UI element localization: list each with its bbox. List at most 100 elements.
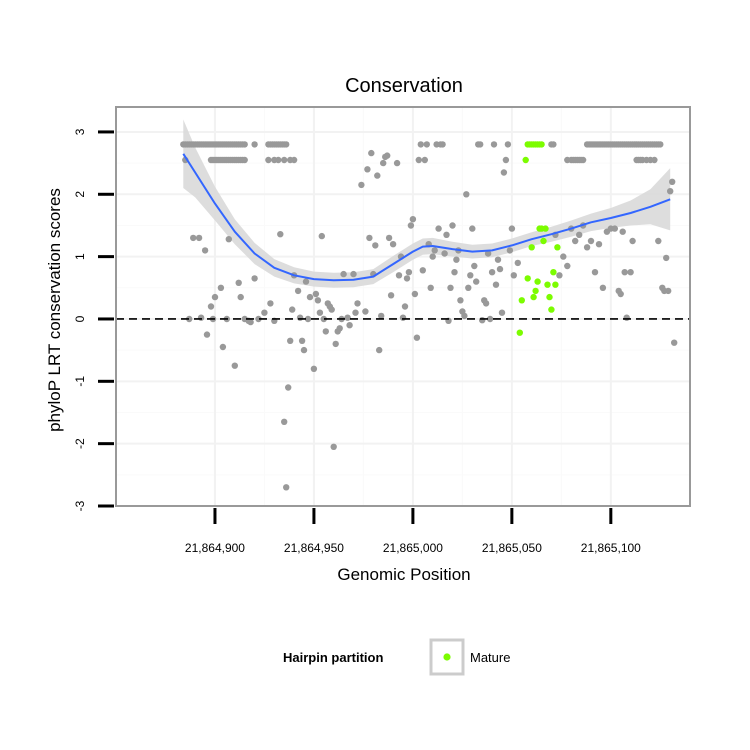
mature-point bbox=[528, 244, 535, 251]
hairpin-point bbox=[328, 306, 335, 313]
hairpin-point bbox=[296, 314, 304, 321]
hairpin-point bbox=[237, 293, 244, 301]
hairpin-point bbox=[366, 234, 373, 242]
hairpin-point bbox=[482, 300, 490, 307]
hairpin-point bbox=[320, 315, 327, 323]
hairpin-point bbox=[477, 141, 484, 148]
legend: Hairpin partition Mature bbox=[283, 638, 510, 676]
hairpin-point bbox=[225, 236, 232, 243]
y-axis-title: phyloP LRT conservation scores bbox=[45, 188, 64, 432]
x-axis: 21,864,900 21,864,950 21,865,000 21,865,050… bbox=[185, 508, 641, 555]
hairpin-point bbox=[344, 314, 351, 321]
hairpin-point bbox=[340, 270, 347, 278]
hairpin-point bbox=[564, 262, 571, 270]
hairpin-point bbox=[467, 272, 474, 279]
hairpin-point bbox=[453, 256, 460, 263]
hairpin-point bbox=[314, 297, 322, 304]
hairpin-point bbox=[385, 234, 393, 242]
hairpin-point bbox=[617, 290, 624, 298]
hairpin-point bbox=[488, 269, 496, 276]
mature-point bbox=[530, 293, 537, 301]
hairpin-point bbox=[251, 275, 258, 282]
hairpin-point bbox=[431, 247, 438, 254]
hairpin-point bbox=[285, 384, 292, 391]
hairpin-point bbox=[484, 250, 492, 257]
hairpin-point bbox=[407, 222, 415, 229]
hairpin-point bbox=[457, 297, 464, 304]
hairpin-point bbox=[443, 231, 450, 238]
hairpin-point bbox=[651, 156, 658, 164]
hairpin-point bbox=[415, 156, 422, 164]
hairpin-point bbox=[352, 309, 359, 316]
hairpin-point bbox=[283, 141, 290, 148]
mature-point bbox=[538, 141, 545, 148]
hairpin-point bbox=[231, 362, 238, 369]
x-tick-label: 21,865,100 bbox=[581, 541, 641, 555]
hairpin-point bbox=[502, 156, 510, 164]
hairpin-point bbox=[429, 253, 436, 260]
hairpin-point bbox=[316, 309, 324, 316]
mature-point bbox=[516, 329, 523, 336]
y-tick-label: -1 bbox=[73, 376, 87, 387]
hairpin-point bbox=[290, 156, 298, 164]
hairpin-point bbox=[389, 241, 397, 248]
series-mature bbox=[516, 141, 561, 336]
hairpin-point bbox=[378, 312, 385, 320]
hairpin-point bbox=[405, 269, 413, 276]
hairpin-point bbox=[283, 484, 290, 491]
hairpin-point bbox=[572, 237, 579, 245]
y-tick-label: 0 bbox=[73, 315, 87, 322]
hairpin-point bbox=[655, 237, 662, 245]
hairpin-point bbox=[498, 309, 506, 316]
hairpin-point bbox=[318, 232, 325, 240]
hairpin-point bbox=[330, 443, 337, 450]
hairpin-point bbox=[423, 141, 430, 148]
hairpin-point bbox=[294, 287, 302, 295]
hairpin-point bbox=[195, 234, 203, 242]
hairpin-point bbox=[306, 293, 314, 301]
hairpin-point bbox=[469, 225, 476, 232]
mature-point bbox=[532, 287, 539, 295]
hairpin-point bbox=[595, 241, 603, 248]
hairpin-point bbox=[621, 269, 628, 276]
hairpin-point bbox=[441, 250, 448, 257]
mature-point bbox=[540, 237, 547, 245]
hairpin-point bbox=[665, 287, 672, 295]
hairpin-point bbox=[350, 270, 357, 278]
hairpin-point bbox=[197, 314, 205, 321]
hairpin-point bbox=[500, 169, 508, 176]
hairpin-point bbox=[623, 314, 630, 321]
hairpin-point bbox=[261, 309, 268, 316]
hairpin-point bbox=[471, 262, 478, 270]
hairpin-point bbox=[619, 228, 626, 235]
hairpin-point bbox=[591, 269, 599, 276]
x-tick-label: 21,864,950 bbox=[284, 541, 344, 555]
hairpin-point bbox=[627, 269, 634, 276]
hairpin-point bbox=[281, 156, 288, 164]
mature-point bbox=[546, 293, 553, 301]
hairpin-point bbox=[583, 244, 591, 251]
hairpin-point bbox=[289, 306, 296, 313]
hairpin-point bbox=[380, 159, 387, 167]
hairpin-point bbox=[387, 292, 395, 299]
legend-key-box bbox=[429, 638, 465, 676]
mature-point bbox=[550, 269, 557, 276]
hairpin-point bbox=[403, 275, 411, 282]
hairpin-point bbox=[451, 269, 458, 276]
hairpin-point bbox=[395, 272, 403, 279]
hairpin-point bbox=[310, 365, 318, 372]
hairpin-point bbox=[346, 322, 353, 329]
hairpin-point bbox=[413, 334, 421, 341]
hairpin-point bbox=[362, 308, 369, 315]
smooth-line bbox=[182, 153, 671, 282]
hairpin-point bbox=[508, 225, 516, 232]
x-axis-title: Genomic Position bbox=[337, 565, 470, 584]
hairpin-point bbox=[384, 152, 391, 159]
y-axis: -3 -2 -1 0 1 2 3 bbox=[73, 128, 114, 511]
legend-label-mature: Mature bbox=[470, 650, 510, 665]
hairpin-point bbox=[368, 149, 375, 157]
hairpin-point bbox=[275, 156, 282, 164]
hairpin-point bbox=[241, 141, 248, 148]
hairpin-point bbox=[510, 272, 517, 279]
